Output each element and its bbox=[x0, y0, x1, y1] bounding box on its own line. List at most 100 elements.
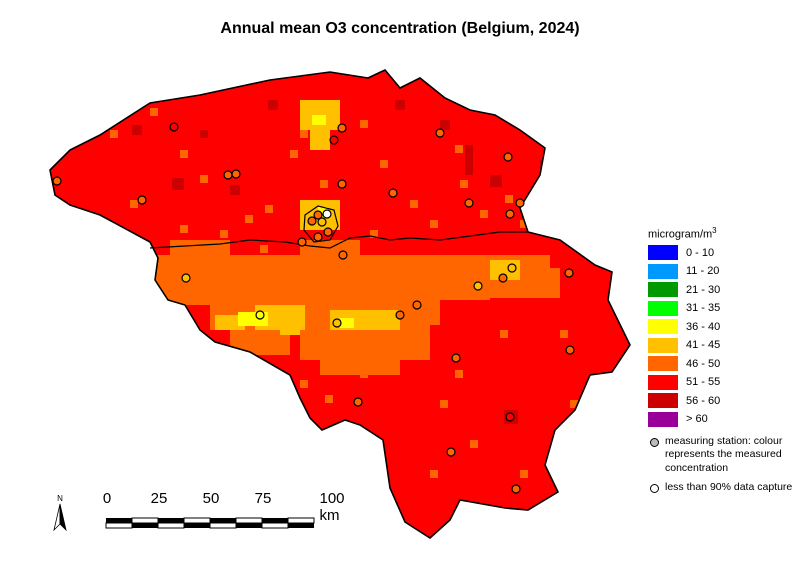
legend-note-station-text: measuring station: colour represents the… bbox=[665, 434, 783, 474]
legend-class-label: 46 - 50 bbox=[686, 357, 721, 370]
regional-boundary bbox=[149, 231, 528, 249]
legend-class-label: 36 - 40 bbox=[686, 320, 721, 333]
legend-class-row: 56 - 60 bbox=[648, 392, 798, 411]
patch-class-46-50 bbox=[170, 240, 230, 260]
station-marker bbox=[317, 217, 327, 227]
legend-class-list: 0 - 10 11 - 20 21 - 30 31 - 35 36 - 40 41 - 4… bbox=[648, 244, 798, 429]
patch-class-46-50 bbox=[320, 180, 328, 188]
patch-class-46-50 bbox=[360, 120, 368, 128]
legend-class-label: 41 - 45 bbox=[686, 339, 721, 352]
patch-class-46-50 bbox=[460, 180, 468, 188]
patch-class-46-50 bbox=[360, 370, 368, 378]
station-marker bbox=[297, 237, 307, 247]
station-marker bbox=[505, 209, 515, 219]
legend-unit-base: microgram/m bbox=[648, 228, 713, 241]
station-marker bbox=[515, 198, 525, 208]
station-marker bbox=[505, 412, 515, 422]
scale-label-50: 50 bbox=[202, 490, 220, 507]
station-marker bbox=[313, 210, 323, 220]
scale-label-25: 25 bbox=[150, 490, 168, 507]
station-marker bbox=[464, 198, 474, 208]
patch-class-41-45 bbox=[280, 325, 300, 335]
legend-class-row: 11 - 20 bbox=[648, 262, 798, 281]
legend-class-label: 51 - 55 bbox=[686, 376, 721, 389]
legend-class-label: 31 - 35 bbox=[686, 302, 721, 315]
station-marker bbox=[307, 216, 317, 226]
station-marker bbox=[446, 447, 456, 457]
legend-class-label: 56 - 60 bbox=[686, 394, 721, 407]
station-marker bbox=[52, 176, 62, 186]
legend-swatch bbox=[648, 319, 678, 335]
patch-class-41-45 bbox=[370, 310, 400, 330]
station-marker bbox=[435, 128, 445, 138]
legend-swatch bbox=[648, 374, 678, 390]
patch-class-46-50 bbox=[370, 230, 378, 238]
station-marker bbox=[255, 310, 265, 320]
legend-class-row: 36 - 40 bbox=[648, 318, 798, 337]
station-marker bbox=[323, 227, 333, 237]
legend-class-row: 31 - 35 bbox=[648, 299, 798, 318]
station-marker bbox=[223, 170, 233, 180]
station-marker bbox=[329, 135, 339, 145]
station-marker bbox=[564, 268, 574, 278]
low-capture-symbol-icon bbox=[650, 484, 659, 494]
patch-class-46-50 bbox=[290, 150, 298, 158]
patch-class-56-60 bbox=[465, 145, 473, 175]
patch-class-46-50 bbox=[320, 340, 400, 375]
patch-class-46-50 bbox=[520, 470, 528, 478]
station-marker bbox=[337, 179, 347, 189]
legend-class-row: 46 - 50 bbox=[648, 355, 798, 374]
legend-swatch bbox=[648, 282, 678, 298]
patch-class-46-50 bbox=[200, 175, 208, 183]
legend-class-label: 21 - 30 bbox=[686, 283, 721, 296]
patch-class-46-50 bbox=[410, 200, 418, 208]
legend-swatch bbox=[648, 263, 678, 279]
patch-class-46-50 bbox=[265, 205, 273, 213]
patch-class-46-50 bbox=[520, 220, 528, 228]
patch-class-46-50 bbox=[480, 210, 488, 218]
legend-swatch bbox=[648, 337, 678, 353]
north-label: N bbox=[57, 494, 63, 503]
patch-class-56-60 bbox=[132, 125, 142, 135]
patch-class-46-50 bbox=[110, 130, 118, 138]
patch-class-46-50 bbox=[150, 108, 158, 116]
patch-class-56-60 bbox=[395, 100, 405, 110]
patch-class-46-50 bbox=[245, 215, 253, 223]
legend-unit-exponent: 3 bbox=[712, 226, 717, 235]
patch-class-46-50 bbox=[380, 160, 388, 168]
legend-class-row: 21 - 30 bbox=[648, 281, 798, 300]
patch-class-56-60 bbox=[200, 130, 208, 138]
patch-class-46-50 bbox=[560, 330, 568, 338]
legend-swatch bbox=[648, 245, 678, 261]
patch-class-46-50 bbox=[430, 220, 438, 228]
patch-class-46-50 bbox=[180, 150, 188, 158]
patch-class-46-50 bbox=[505, 195, 513, 203]
legend-swatch bbox=[648, 356, 678, 372]
legend: microgram/m3 0 - 10 11 - 20 21 - 30 31 - 35… bbox=[648, 226, 798, 495]
legend-swatch bbox=[648, 393, 678, 409]
patch-class-46-50 bbox=[325, 395, 333, 403]
patch-class-41-45 bbox=[215, 315, 245, 330]
patch-class-46-50 bbox=[130, 200, 138, 208]
patch-class-46-50 bbox=[420, 330, 428, 338]
station-symbol-icon bbox=[650, 437, 659, 447]
patch-class-46-50 bbox=[455, 145, 463, 153]
patch-class-46-50 bbox=[455, 370, 463, 378]
patch-class-46-50 bbox=[570, 400, 578, 408]
scale-label-75: 75 bbox=[254, 490, 272, 507]
station-markers bbox=[52, 122, 575, 494]
legend-unit: microgram/m3 bbox=[648, 226, 798, 241]
patch-class-46-50 bbox=[300, 130, 308, 138]
brussels-boundary bbox=[303, 205, 339, 243]
scale-label-0: 0 bbox=[102, 490, 112, 507]
station-marker bbox=[337, 123, 347, 133]
legend-note-capture-text: less than 90% data capture bbox=[665, 481, 793, 494]
patch-class-36-40 bbox=[340, 318, 354, 328]
patch-class-46-50 bbox=[440, 400, 448, 408]
scale-bar-graphic bbox=[105, 517, 315, 529]
patch-class-46-50 bbox=[300, 380, 308, 388]
station-marker bbox=[412, 300, 422, 310]
patch-class-56-60 bbox=[230, 185, 240, 195]
station-marker bbox=[395, 310, 405, 320]
patch-class-46-50 bbox=[260, 245, 268, 253]
